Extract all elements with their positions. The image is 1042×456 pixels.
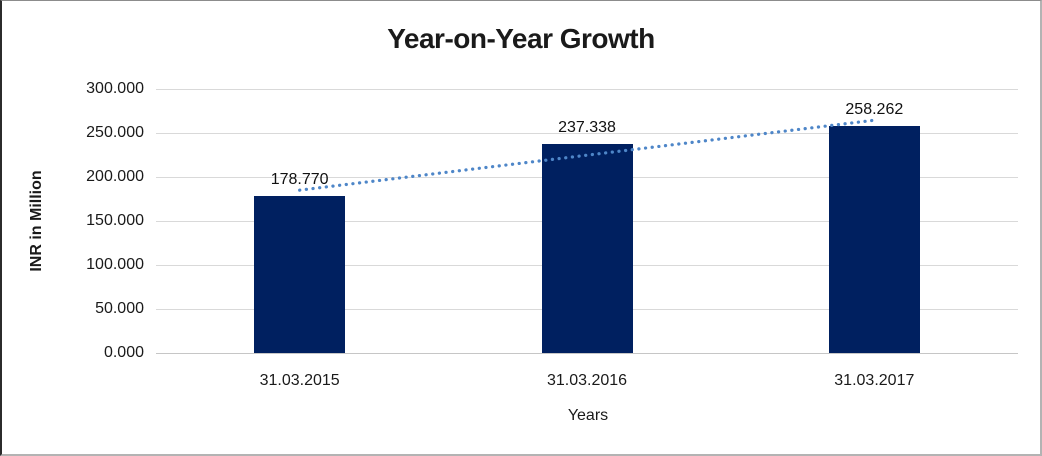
x-axis-title: Years: [567, 407, 609, 424]
bar: [541, 144, 633, 353]
chart-title: Year-on-Year Growth: [387, 23, 655, 54]
x-axis-tick-label: 31.03.2017: [834, 372, 915, 389]
data-label: 237.338: [558, 119, 616, 137]
bar: [254, 195, 346, 353]
y-axis-tick-label: 150.000: [86, 212, 144, 229]
data-label: 178.770: [270, 170, 329, 188]
data-label: 258.262: [845, 100, 904, 118]
y-axis-tick-label: 250.000: [86, 124, 144, 141]
bar: [828, 125, 920, 353]
gridline: [156, 89, 1018, 90]
x-axis-tick-label: 31.03.2016: [546, 372, 628, 389]
x-axis-line: [156, 353, 1018, 354]
y-axis-tick-label: 100.000: [86, 256, 144, 273]
x-axis-tick-label: 31.03.2015: [259, 372, 340, 389]
y-axis-tick-label: 0.000: [103, 344, 144, 361]
y-axis-tick-label: 50.000: [95, 300, 144, 317]
y-axis-tick-label: 200.000: [86, 168, 144, 185]
y-axis-tick-label: 300.000: [86, 80, 144, 97]
